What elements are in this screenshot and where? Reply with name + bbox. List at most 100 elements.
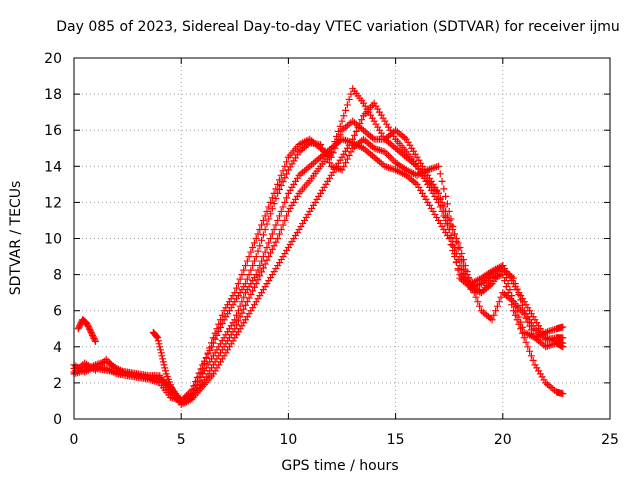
data-point <box>252 235 260 242</box>
data-point <box>447 221 455 229</box>
data-point <box>204 349 212 357</box>
y-tick-label: 14 <box>44 159 62 175</box>
data-point <box>342 159 350 167</box>
data-point <box>334 135 342 143</box>
data-point <box>254 276 262 284</box>
data-point <box>513 285 521 293</box>
data-point <box>231 316 239 324</box>
data-point <box>254 230 262 238</box>
y-axis-label: SDTVAR / TECUs <box>8 181 24 296</box>
data-point <box>281 198 289 206</box>
plot-frame <box>73 57 611 420</box>
data-point <box>510 298 518 306</box>
data-point <box>454 239 462 247</box>
data-point <box>351 131 359 139</box>
data-point <box>90 334 98 342</box>
data-point <box>329 149 337 157</box>
data-point <box>431 164 439 172</box>
data-point <box>501 268 509 276</box>
x-tick-label: 20 <box>494 432 512 448</box>
data-point <box>279 221 287 229</box>
data-point <box>436 195 444 203</box>
data-point <box>384 151 392 159</box>
data-point <box>211 335 219 343</box>
data-point <box>340 112 348 120</box>
data-point <box>272 185 280 193</box>
data-point <box>340 162 348 170</box>
data-point <box>277 225 285 233</box>
data-point <box>433 163 441 171</box>
data-point <box>506 286 514 294</box>
data-point <box>327 153 335 161</box>
data-point <box>275 212 283 220</box>
data-point <box>211 329 219 337</box>
data-point <box>513 308 521 316</box>
data-point <box>522 314 530 322</box>
data-point <box>157 349 165 357</box>
data-point <box>545 342 553 350</box>
data-point <box>440 207 448 215</box>
x-tick-label: 15 <box>387 432 405 448</box>
data-point <box>252 280 260 288</box>
data-point <box>240 293 248 301</box>
data-point <box>258 268 266 276</box>
data-point <box>461 262 469 270</box>
data-point <box>268 230 276 238</box>
data-point <box>510 307 518 315</box>
data-point <box>261 248 269 256</box>
data-point <box>343 137 351 145</box>
data-point <box>445 225 453 233</box>
data-point <box>517 318 525 326</box>
data-point <box>517 296 525 304</box>
data-point <box>243 257 251 265</box>
data-point <box>202 354 210 362</box>
data-point <box>458 265 466 273</box>
data-point <box>267 235 275 242</box>
data-point <box>206 344 214 352</box>
data-point <box>520 310 528 318</box>
data-point <box>347 90 355 98</box>
data-point <box>87 328 95 336</box>
data-point <box>281 216 289 224</box>
data-point <box>154 334 162 342</box>
data-point <box>283 212 291 220</box>
data-point <box>454 266 462 274</box>
data-point <box>458 250 466 258</box>
data-point <box>376 146 384 154</box>
data-point <box>243 275 251 283</box>
data-point <box>159 355 167 363</box>
data-point <box>336 122 344 130</box>
data-point <box>238 309 246 317</box>
data-point <box>161 364 169 372</box>
data-point <box>275 176 283 184</box>
data-point <box>88 330 96 338</box>
data-point <box>283 158 291 166</box>
data-point <box>442 192 450 200</box>
data-point <box>218 320 226 328</box>
data-point <box>256 242 264 250</box>
data-point <box>245 294 253 302</box>
data-point <box>386 164 394 172</box>
data-point <box>527 352 535 360</box>
data-point <box>85 324 93 332</box>
data-point <box>261 260 269 268</box>
data-point <box>474 298 482 306</box>
data-point <box>258 221 266 229</box>
data-point <box>84 321 92 329</box>
data-point <box>263 207 271 215</box>
data-point <box>258 236 266 244</box>
data-point <box>160 361 168 369</box>
data-point <box>86 327 94 335</box>
data-point <box>247 290 255 298</box>
data-point <box>272 238 280 246</box>
data-point <box>268 205 276 213</box>
data-point <box>89 331 97 339</box>
data-point <box>274 235 282 242</box>
data-point <box>547 341 555 349</box>
data-point <box>336 131 344 139</box>
data-point <box>259 231 267 239</box>
data-point <box>524 343 532 351</box>
data-point <box>274 180 282 188</box>
data-point <box>254 266 262 274</box>
data-point <box>338 117 346 125</box>
